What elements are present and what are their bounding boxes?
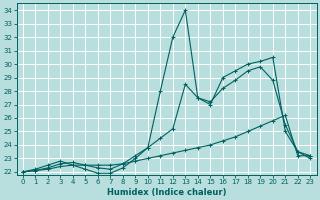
X-axis label: Humidex (Indice chaleur): Humidex (Indice chaleur) <box>107 188 226 197</box>
